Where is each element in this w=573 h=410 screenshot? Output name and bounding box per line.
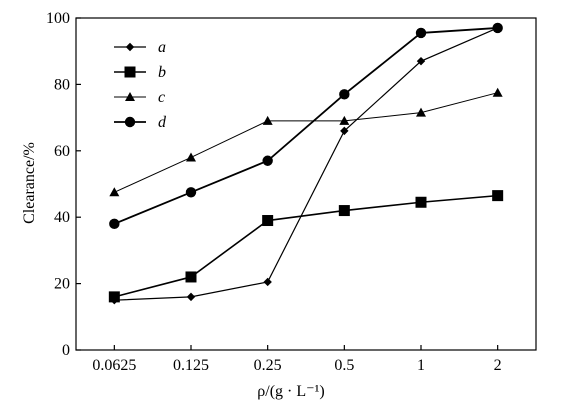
series-d-line — [113, 27, 498, 225]
series-c-point — [262, 115, 273, 125]
series-a-point — [186, 292, 196, 302]
x-axis-title: ρ/(g · L⁻¹) — [257, 383, 324, 400]
legend-swatch-marker — [124, 66, 136, 78]
legend-item-c: c — [114, 89, 165, 106]
series-b-point — [338, 205, 350, 217]
series-d-point — [185, 187, 197, 198]
x-tick-label: 0.25 — [254, 357, 282, 374]
series-c-point — [109, 187, 120, 197]
series-a-point — [340, 126, 349, 136]
x-axis: 0.0625 0.125 0.25 0.5 1 2 — [92, 345, 502, 374]
series-a-point — [416, 56, 426, 66]
y-tick-label: 60 — [54, 143, 70, 160]
series-b-line — [114, 194, 498, 298]
series-d-point — [492, 22, 503, 34]
series-b-point — [262, 215, 274, 227]
plot-border — [75, 17, 537, 351]
series-b-point — [492, 190, 504, 202]
plot-frame — [75, 17, 537, 351]
legend-item-d: d — [114, 114, 167, 131]
series-layer — [108, 22, 504, 305]
y-tick-label: 20 — [54, 276, 70, 293]
legend-swatch-marker — [125, 42, 135, 52]
y-axis: 0 20 40 60 80 100 — [46, 10, 81, 359]
y-tick-label: 40 — [54, 209, 70, 226]
series-d — [109, 22, 503, 230]
x-tick-label: 0.125 — [173, 357, 209, 374]
x-tick-label: 1 — [417, 357, 425, 374]
legend-label: b — [158, 64, 166, 81]
series-a-line — [114, 27, 498, 301]
legend-label: a — [158, 39, 166, 56]
series-d-point — [415, 27, 427, 39]
legend-swatch-marker — [124, 116, 136, 128]
x-tick-label: 0.0625 — [92, 357, 136, 374]
legend-item-a: a — [114, 39, 166, 56]
y-tick-label: 0 — [62, 342, 70, 359]
y-tick-label: 80 — [54, 76, 70, 93]
series-b-point — [108, 291, 120, 303]
legend-swatch-marker — [125, 92, 135, 101]
series-c-point — [339, 115, 350, 125]
series-d-point — [262, 155, 273, 166]
x-tick-label: 0.5 — [334, 357, 354, 374]
series-a — [110, 23, 502, 305]
legend-label: c — [158, 89, 165, 106]
series-b-point — [415, 196, 427, 208]
series-c — [109, 87, 503, 197]
series-c-point — [416, 107, 426, 117]
legend-item-b: b — [114, 64, 166, 81]
series-b-point — [185, 271, 197, 283]
y-tick-label: 100 — [46, 10, 70, 27]
series-c-line — [114, 92, 498, 193]
series-c-point — [492, 87, 503, 97]
legend-label: d — [158, 114, 167, 131]
x-tick-label: 2 — [494, 357, 502, 374]
series-a-point — [263, 277, 272, 287]
y-axis-title: Clearance/% — [21, 142, 38, 224]
series-c-point — [186, 152, 196, 162]
series-b — [108, 190, 504, 303]
series-d-point — [339, 89, 350, 100]
series-d-point — [109, 218, 120, 230]
